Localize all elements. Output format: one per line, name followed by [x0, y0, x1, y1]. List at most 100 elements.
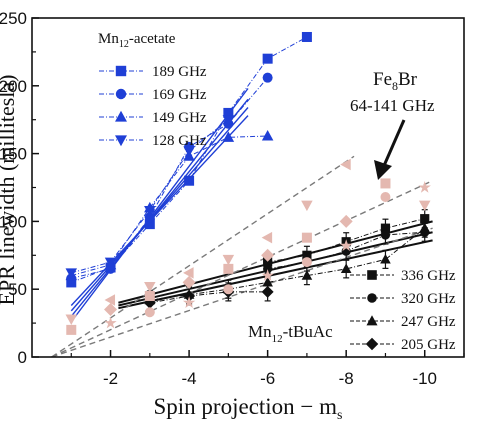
legend-label: 336 GHz — [401, 268, 456, 284]
legend-label: 149 GHz — [152, 110, 207, 126]
data-point-fe8br — [183, 267, 194, 279]
series-connector — [71, 77, 268, 279]
legend-marker — [365, 337, 379, 351]
axis-ticks: 0 50 100 150 200 250 -2 -4 -6 -8 -10 — [0, 9, 465, 388]
annotation-fe8br: Fe8Br 64-141 GHz — [350, 69, 435, 180]
data-point-fe8br — [104, 316, 117, 329]
data-point-fe8br — [418, 200, 431, 212]
data-point-mn12-tbuac — [380, 230, 391, 240]
data-point-mn12-tbuac — [262, 276, 273, 287]
legend-marker — [115, 110, 127, 122]
data-point-fe8br — [144, 307, 155, 318]
fit-line-mn12-acetate — [70, 115, 249, 306]
data-point-mn12-tbuac — [419, 222, 431, 233]
data-point-fe8br — [380, 178, 391, 189]
data-point-mn12-acetate — [144, 212, 155, 223]
data-point-fe8br — [182, 275, 196, 289]
data-point-fe8br — [144, 290, 155, 301]
x-axis-title-main: Spin projection − m — [154, 394, 338, 419]
data-point-mn12-tbuac — [340, 263, 352, 273]
fit-lines — [51, 88, 433, 358]
x-tick-label: -2 — [103, 369, 118, 388]
svg-text:64-141 GHz: 64-141 GHz — [350, 96, 435, 115]
legend-mn12-tbuac: 336 GHz 320 GHz 247 GHz 205 GHz — [350, 268, 456, 353]
data-point-mn12-acetate — [183, 146, 195, 157]
data-point-fe8br — [261, 248, 275, 262]
data-point-fe8br — [104, 303, 118, 317]
data-point-mn12-acetate — [184, 175, 195, 186]
y-tick-label: 150 — [0, 145, 27, 164]
series-connector — [149, 227, 426, 301]
series-connector — [71, 135, 268, 277]
data-point-fe8br — [261, 231, 273, 244]
data-point-fe8br — [380, 191, 391, 202]
y-tick-label: 100 — [0, 212, 27, 231]
data-point-mn12-tbuac — [143, 296, 156, 309]
x-tick-label: -10 — [412, 369, 437, 388]
x-tick-label: -6 — [260, 369, 275, 388]
data-point-fe8br — [340, 239, 353, 252]
x-axis-title: Spin projection − ms — [154, 394, 343, 423]
y-tick-label: 0 — [18, 348, 27, 367]
label-mn12-tbuac: Mn12-tBuAc — [248, 322, 333, 345]
x-tick-label: -4 — [182, 369, 197, 388]
data-points — [65, 31, 431, 335]
legend-label: 320 GHz — [401, 291, 456, 307]
legend-marker — [115, 65, 127, 77]
data-point-fe8br — [339, 214, 353, 228]
y-axis-title: EPR linewidth (millitesla) — [0, 75, 19, 306]
fit-line-fe8br — [51, 227, 433, 358]
y-tick-label: 50 — [8, 280, 27, 299]
data-point-mn12-tbuac — [261, 285, 274, 298]
legend-label: 169 GHz — [152, 87, 207, 103]
data-point-fe8br — [222, 254, 235, 266]
data-point-mn12-acetate — [144, 206, 156, 217]
legend-marker — [115, 135, 127, 147]
data-point-fe8br — [301, 200, 313, 212]
fit-line-mn12-tbuac — [118, 220, 433, 304]
data-point-mn12-acetate — [104, 257, 117, 269]
data-point-mn12-acetate — [262, 53, 273, 64]
series-connector — [71, 119, 229, 274]
data-point-fe8br — [301, 232, 312, 243]
data-point-mn12-acetate — [301, 31, 312, 42]
data-point-fe8br — [104, 294, 116, 306]
legend-label: 189 GHz — [152, 64, 207, 80]
data-point-fe8br — [65, 314, 78, 326]
legend-marker — [367, 293, 377, 303]
legend-marker — [367, 270, 377, 280]
fit-line-mn12-acetate — [70, 98, 249, 317]
data-point-fe8br — [223, 263, 234, 274]
data-point-mn12-acetate — [65, 268, 78, 279]
annotation-arrow — [381, 119, 406, 169]
data-point-fe8br — [223, 284, 234, 295]
data-point-fe8br — [418, 181, 431, 193]
data-point-mn12-tbuac — [263, 264, 273, 274]
data-point-mn12-acetate — [262, 72, 273, 83]
data-point-mn12-acetate — [222, 115, 235, 126]
legend-label: 247 GHz — [401, 314, 456, 330]
y-tick-label: 200 — [0, 77, 27, 96]
data-point-fe8br — [66, 324, 77, 335]
data-point-mn12-acetate — [261, 129, 274, 141]
legend-mn12-acetate: Mn12-acetate 189 GHz 169 GHz 149 GHz 128 GH… — [98, 31, 207, 149]
legend-marker — [115, 88, 127, 100]
svg-text:Fe8Br: Fe8Br — [373, 69, 418, 93]
fit-line-fe8br — [51, 155, 355, 358]
data-point-fe8br — [301, 257, 312, 268]
x-tick-label: -8 — [339, 369, 354, 388]
x-axis-title-sub: s — [337, 408, 342, 423]
y-tick-label: 250 — [0, 9, 27, 28]
data-point-mn12-tbuac — [380, 253, 391, 264]
data-point-fe8br — [144, 281, 156, 293]
data-point-mn12-tbuac — [301, 270, 313, 280]
data-point-mn12-acetate — [223, 107, 234, 118]
data-point-mn12-tbuac — [183, 290, 196, 302]
data-point-mn12-acetate — [144, 219, 155, 230]
data-point-mn12-acetate — [222, 131, 235, 142]
fit-line-mn12-acetate — [70, 107, 249, 312]
data-point-fe8br — [182, 296, 196, 308]
fit-line-mn12-tbuac — [118, 231, 433, 307]
data-point-fe8br — [261, 269, 274, 281]
data-point-fe8br — [340, 158, 351, 171]
